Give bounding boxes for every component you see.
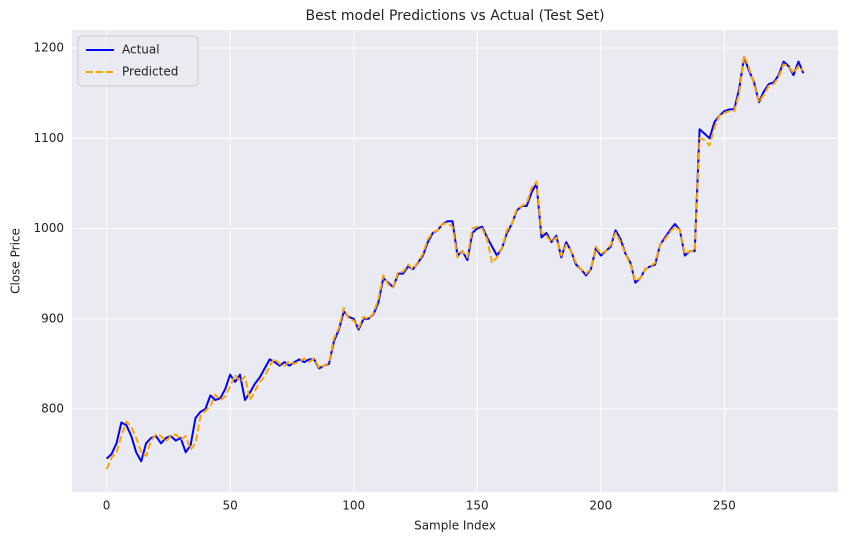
series-line <box>105 54 805 470</box>
chart-title: Best model Predictions vs Actual (Test S… <box>305 8 604 24</box>
y-tick-label: 1100 <box>33 131 64 145</box>
x-tick-label: 50 <box>223 499 238 513</box>
x-tick-label: 150 <box>466 499 489 513</box>
legend-label: Actual <box>122 43 160 57</box>
x-tick-label: 0 <box>103 499 111 513</box>
legend-box <box>77 35 199 87</box>
y-tick-label: 1200 <box>33 41 64 55</box>
plot-area <box>72 30 838 492</box>
y-tick-label: 1000 <box>33 221 64 235</box>
x-tick-label: 200 <box>589 499 612 513</box>
y-axis-label: Close Price <box>9 228 23 294</box>
legend-label: Predicted <box>122 65 178 79</box>
x-axis-label: Sample Index <box>414 519 496 533</box>
x-tick-label: 250 <box>713 499 736 513</box>
y-tick-label: 900 <box>41 311 64 325</box>
x-tick-label: 100 <box>342 499 365 513</box>
y-tick-label: 800 <box>41 401 64 415</box>
